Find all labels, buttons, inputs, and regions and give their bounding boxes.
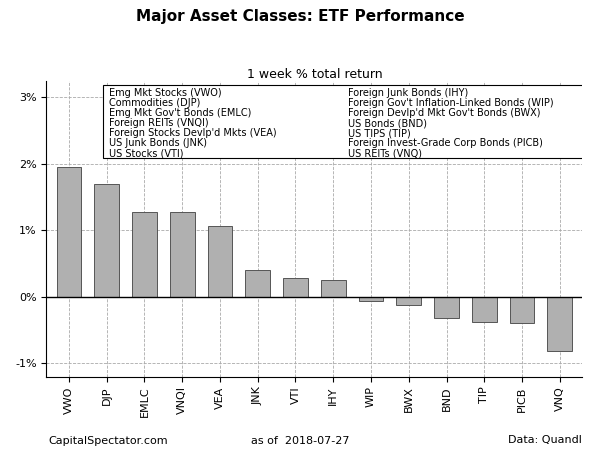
Text: US Bonds (BND): US Bonds (BND) [349,118,427,128]
Title: 1 week % total return: 1 week % total return [247,68,382,81]
Text: Commodities (DJP): Commodities (DJP) [109,99,200,108]
Bar [510,297,534,324]
Bar [245,270,270,297]
Bar [170,212,194,297]
Bar [132,212,157,297]
Bar [321,280,346,297]
Polygon shape [103,85,584,158]
Bar [94,184,119,297]
Text: Foreign Devlp'd Mkt Gov't Bonds (BWX): Foreign Devlp'd Mkt Gov't Bonds (BWX) [349,108,541,118]
Text: Foreign Invest-Grade Corp Bonds (PICB): Foreign Invest-Grade Corp Bonds (PICB) [349,139,543,148]
Text: Foreign Stocks Devlp'd Mkts (VEA): Foreign Stocks Devlp'd Mkts (VEA) [109,128,276,139]
Text: Data: Quandl: Data: Quandl [508,436,582,446]
Text: US TIPS (TIP): US TIPS (TIP) [349,128,411,139]
Bar [397,297,421,306]
Bar [208,226,232,297]
Bar [472,297,497,322]
Bar [547,297,572,351]
Text: Foreign Gov't Inflation-Linked Bonds (WIP): Foreign Gov't Inflation-Linked Bonds (WI… [349,99,554,108]
Text: Foreign Junk Bonds (IHY): Foreign Junk Bonds (IHY) [349,89,469,99]
Bar [434,297,459,318]
Text: CapitalSpectator.com: CapitalSpectator.com [48,436,167,446]
Bar [283,278,308,297]
Text: as of  2018-07-27: as of 2018-07-27 [251,436,349,446]
Text: US Stocks (VTI): US Stocks (VTI) [109,148,183,158]
Text: US REITs (VNQ): US REITs (VNQ) [349,148,422,158]
Bar [359,297,383,302]
Text: Foreign REITs (VNQI): Foreign REITs (VNQI) [109,118,208,128]
Text: Emg Mkt Stocks (VWO): Emg Mkt Stocks (VWO) [109,89,221,99]
Text: Emg Mkt Gov't Bonds (EMLC): Emg Mkt Gov't Bonds (EMLC) [109,108,251,118]
Text: Major Asset Classes: ETF Performance: Major Asset Classes: ETF Performance [136,9,464,24]
Text: US Junk Bonds (JNK): US Junk Bonds (JNK) [109,139,206,148]
Bar [57,167,81,297]
